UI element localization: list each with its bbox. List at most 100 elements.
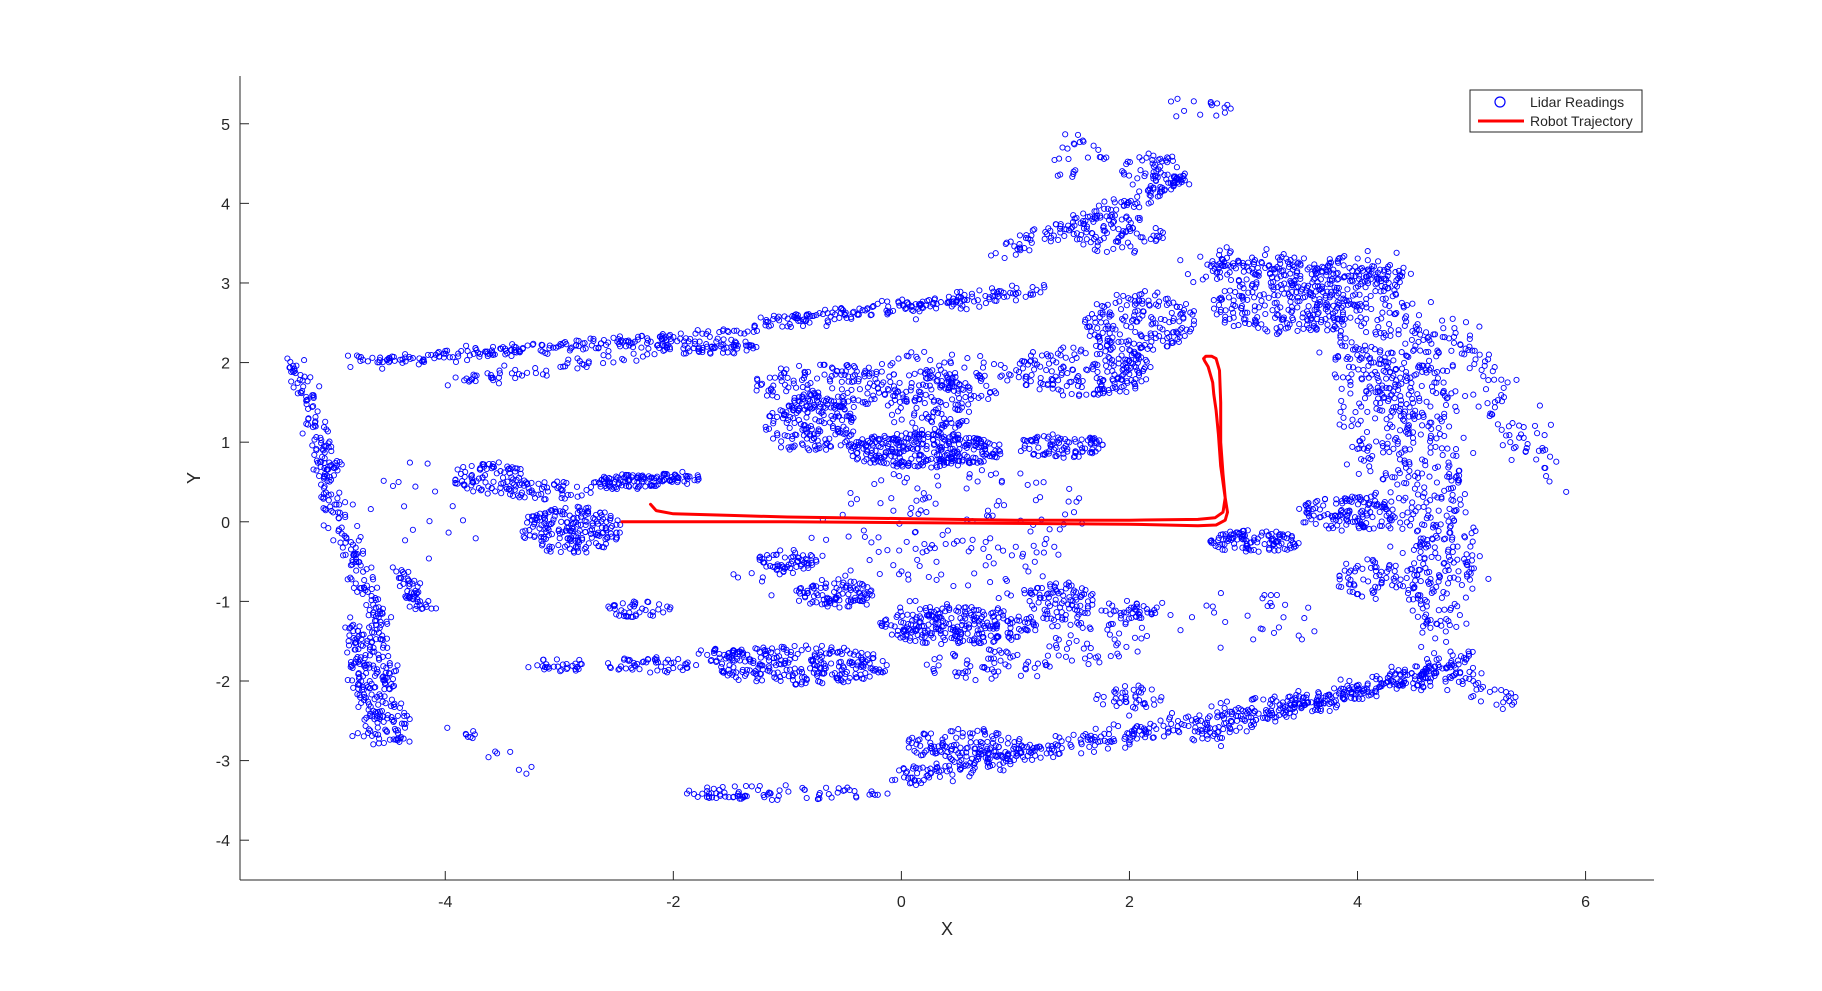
lidar-point: [376, 624, 383, 631]
lidar-point: [428, 351, 435, 359]
lidar-point: [452, 358, 460, 366]
lidar-point: [314, 459, 321, 466]
lidar-point: [352, 550, 359, 557]
lidar-point: [347, 614, 354, 621]
lidar-point: [398, 720, 405, 727]
lidar-point: [661, 335, 668, 342]
lidar-point: [499, 344, 507, 351]
lidar-point: [725, 328, 732, 336]
lidar-point: [508, 370, 515, 377]
lidar-cluster: [444, 345, 667, 389]
lidar-point: [639, 353, 646, 360]
lidar-point: [495, 380, 502, 387]
lidar-point: [512, 366, 519, 373]
lidar-point: [982, 300, 989, 307]
lidar-point: [620, 357, 627, 364]
lidar-point: [421, 358, 428, 366]
lidar-point: [644, 337, 651, 344]
lidar-point: [391, 725, 398, 732]
lidar-point: [345, 642, 353, 649]
lidar-point: [995, 288, 1003, 295]
lidar-point: [957, 288, 964, 295]
lidar-point: [369, 574, 376, 581]
lidar-point: [363, 582, 370, 589]
lidar-point: [757, 314, 764, 321]
lidar-point: [375, 604, 382, 611]
lidar-point: [555, 343, 562, 350]
lidar-point: [582, 345, 589, 352]
lidar-point: [930, 299, 937, 306]
lidar-point: [539, 342, 546, 349]
lidar-point: [385, 669, 393, 677]
lidar-point: [625, 338, 632, 346]
lidar-point: [288, 368, 295, 375]
lidar-point: [948, 303, 955, 310]
lidar-point: [699, 330, 706, 337]
lidar-point: [1037, 289, 1044, 296]
lidar-point: [809, 312, 816, 320]
lidar-point: [363, 661, 370, 668]
lidar-point: [530, 340, 537, 347]
lidar-point: [391, 357, 398, 364]
lidar-point: [797, 317, 804, 324]
lidar-point: [348, 622, 355, 630]
lidar-point: [964, 297, 971, 304]
lidar-point: [776, 317, 783, 324]
lidar-point: [988, 285, 996, 292]
lidar-point: [395, 574, 402, 582]
lidar-point: [1041, 284, 1048, 291]
lidar-point: [635, 333, 642, 340]
lidar-point: [359, 547, 367, 554]
lidar-point: [630, 350, 637, 357]
lidar-point: [716, 329, 723, 336]
lidar-point: [890, 307, 897, 314]
lidar-point: [291, 365, 298, 372]
lidar-point: [355, 633, 362, 640]
lidar-point: [507, 346, 514, 354]
lidar-point: [385, 653, 392, 660]
lidar-point: [326, 438, 333, 445]
lidar-point: [372, 597, 379, 604]
lidar-point: [304, 378, 311, 385]
lidar-point: [379, 609, 386, 616]
lidar-point: [442, 350, 449, 357]
lidar-point: [575, 337, 582, 344]
lidar-point: [402, 720, 409, 728]
lidar-point: [957, 305, 964, 312]
lidar-point: [320, 447, 327, 454]
lidar-point: [366, 624, 373, 631]
lidar-point: [974, 297, 981, 304]
lidar-point: [374, 359, 381, 366]
lidar-point: [389, 683, 396, 690]
lidar-point: [381, 693, 388, 700]
lidar-point: [365, 729, 372, 736]
lidar-point: [470, 350, 477, 357]
lidar-point: [807, 313, 814, 320]
lidar-point: [353, 567, 360, 574]
lidar-point: [374, 719, 381, 726]
lidar-point: [464, 357, 471, 364]
lidar-point: [918, 304, 925, 311]
lidar-point: [836, 314, 843, 321]
lidar-point: [1027, 291, 1034, 298]
lidar-point: [638, 344, 645, 351]
lidar-point: [388, 696, 395, 703]
lidar-point: [359, 590, 366, 598]
lidar-point: [371, 617, 379, 624]
lidar-point: [497, 345, 505, 352]
lidar-point: [357, 533, 364, 541]
lidar-point: [361, 577, 368, 584]
lidar-point: [355, 658, 362, 665]
lidar-point: [562, 338, 569, 346]
lidar-point: [391, 703, 398, 711]
lidar-point: [360, 660, 367, 667]
lidar-point: [960, 296, 967, 303]
lidar-point: [339, 544, 346, 551]
lidar-point: [803, 311, 810, 318]
lidar-point: [297, 389, 304, 396]
lidar-point: [367, 710, 374, 717]
lidar-point: [770, 316, 777, 323]
lidar-point: [383, 635, 390, 642]
lidar-point: [338, 524, 345, 531]
lidar-point: [733, 327, 740, 334]
